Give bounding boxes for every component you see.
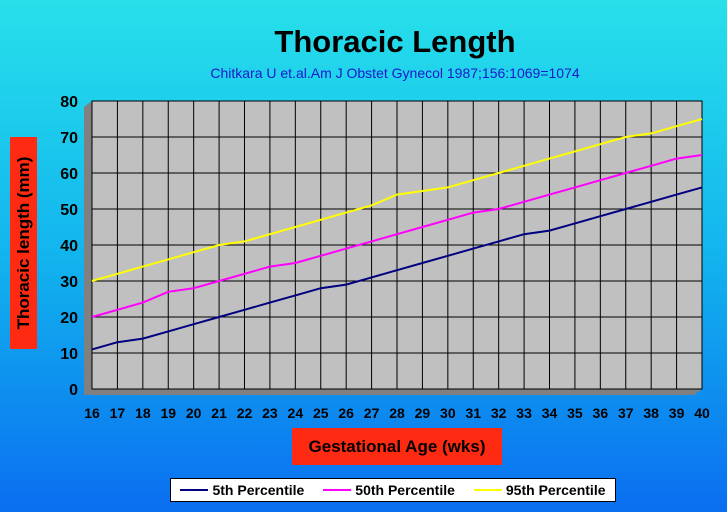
legend-swatch-50th	[323, 489, 352, 491]
legend-item-50th: 50th Percentile	[323, 482, 455, 498]
plot-side-wall	[84, 101, 92, 395]
x-tick-label: 20	[186, 405, 202, 421]
x-tick-label: 22	[237, 405, 253, 421]
x-tick-label: 18	[135, 405, 151, 421]
x-tick-label: 17	[110, 405, 126, 421]
x-tick-label: 21	[211, 405, 227, 421]
y-tick-label: 20	[60, 310, 78, 327]
series-line-1	[91, 154, 703, 318]
y-tick-label: 30	[60, 274, 78, 291]
legend-swatch-95th	[473, 489, 502, 491]
x-tick-label: 35	[567, 405, 583, 421]
x-tick-label: 31	[465, 405, 481, 421]
legend: 5th Percentile 50th Percentile 95th Perc…	[170, 478, 616, 502]
x-tick-label: 19	[160, 405, 176, 421]
legend-label-95th: 95th Percentile	[505, 482, 606, 498]
y-tick-label: 60	[60, 166, 78, 183]
y-tick-label: 80	[60, 94, 78, 111]
series-line-0	[91, 186, 703, 351]
legend-item-95th: 95th Percentile	[473, 482, 606, 498]
x-tick-label: 28	[389, 405, 405, 421]
x-tick-label: 33	[516, 405, 532, 421]
chart-title: Thoracic Length	[274, 24, 516, 59]
x-tick-label: 16	[84, 405, 100, 421]
x-tick-label: 34	[542, 405, 558, 421]
x-tick-label: 37	[618, 405, 634, 421]
legend-label-50th: 50th Percentile	[355, 482, 455, 498]
x-axis-label: Gestational Age (wks)	[292, 428, 502, 465]
x-tick-label: 32	[491, 405, 507, 421]
x-tick-label: 40	[694, 405, 710, 421]
x-tick-label: 30	[440, 405, 456, 421]
y-tick-label: 70	[60, 130, 78, 147]
x-tick-label: 36	[593, 405, 609, 421]
x-tick-label: 24	[288, 405, 304, 421]
x-tick-label: 25	[313, 405, 329, 421]
chart-subtitle: Chitkara U et.al.Am J Obstet Gynecol 198…	[210, 65, 580, 81]
x-tick-label: 23	[262, 405, 278, 421]
series-line-2	[91, 118, 703, 282]
legend-item-5th: 5th Percentile	[180, 482, 304, 498]
plot-floor	[84, 389, 702, 395]
x-tick-label: 26	[338, 405, 354, 421]
y-tick-label: 50	[60, 202, 78, 219]
x-tick-label: 27	[364, 405, 380, 421]
legend-label-5th: 5th Percentile	[212, 482, 305, 498]
y-axis-label-box: Thoracic length (mm)	[10, 137, 37, 349]
y-tick-label: 40	[60, 238, 78, 255]
x-tick-label: 38	[643, 405, 659, 421]
y-tick-label: 0	[69, 382, 78, 399]
y-tick-label: 10	[60, 346, 78, 363]
legend-swatch-5th	[180, 489, 209, 491]
x-tick-label: 29	[415, 405, 431, 421]
x-tick-label: 39	[669, 405, 685, 421]
